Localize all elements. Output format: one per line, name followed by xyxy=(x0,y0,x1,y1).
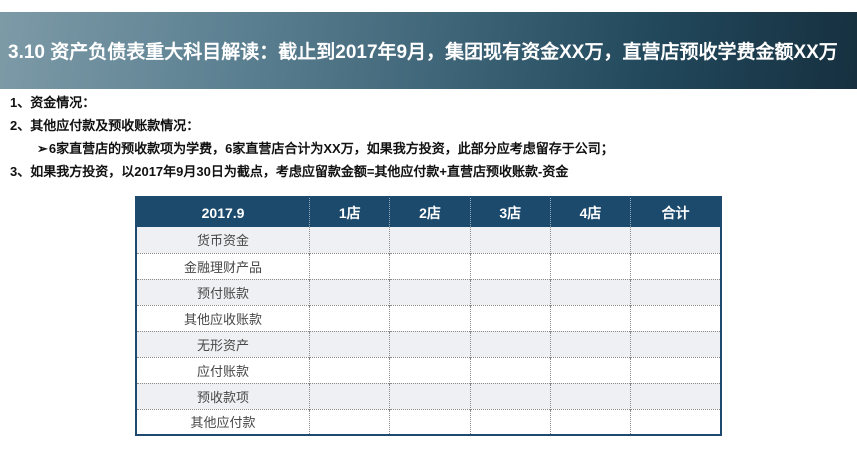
table-cell xyxy=(469,382,551,409)
table-row: 其他应付款 xyxy=(136,408,721,435)
slide-title: 3.10 资产负债表重大科目解读：截止到2017年9月，集团现有资金XX万，直营… xyxy=(8,42,838,63)
table-cell xyxy=(630,330,721,357)
balance-sheet-table: 2017.9 1店 2店 3店 4店 合计 货币资金 金融理财产品 xyxy=(135,196,722,436)
table-cell xyxy=(309,382,390,409)
table-cell xyxy=(549,304,631,331)
table-cell xyxy=(549,356,631,383)
table-cell xyxy=(630,382,721,409)
column-header-total: 合计 xyxy=(630,197,721,227)
table-cell xyxy=(389,356,471,383)
table-cell xyxy=(389,408,471,435)
table-cell xyxy=(309,330,390,357)
table-cell xyxy=(549,278,631,305)
table-cell xyxy=(630,227,721,253)
table-cell xyxy=(389,304,471,331)
table-header-row: 2017.9 1店 2店 3店 4店 合计 xyxy=(136,197,721,227)
table-cell xyxy=(549,252,631,279)
table-cell xyxy=(469,330,551,357)
table-cell xyxy=(309,408,390,435)
table-cell xyxy=(549,408,631,435)
note-item-2: 2、其他应付款及预收账款情况： xyxy=(10,118,200,133)
table-cell xyxy=(469,252,551,279)
table-cell xyxy=(469,278,551,305)
row-label: 预收款项 xyxy=(136,382,310,409)
table-cell xyxy=(469,227,551,253)
table-row: 货币资金 xyxy=(136,227,721,253)
column-header-store1: 1店 xyxy=(309,197,390,227)
row-label: 金融理财产品 xyxy=(136,252,310,279)
table-cell xyxy=(469,408,551,435)
table-row: 应付账款 xyxy=(136,356,721,383)
column-header-store3: 3店 xyxy=(469,197,551,227)
table-cell xyxy=(469,304,551,331)
table-row: 金融理财产品 xyxy=(136,252,721,279)
table-cell xyxy=(549,227,631,253)
table-cell xyxy=(630,278,721,305)
table-row: 无形资产 xyxy=(136,330,721,357)
table-cell xyxy=(389,382,471,409)
table-cell xyxy=(630,252,721,279)
title-banner: 3.10 资产负债表重大科目解读：截止到2017年9月，集团现有资金XX万，直营… xyxy=(0,12,857,89)
row-label: 其他应收账款 xyxy=(136,304,310,331)
table-row: 其他应收账款 xyxy=(136,304,721,331)
table-cell xyxy=(389,278,471,305)
table-row: 预付账款 xyxy=(136,278,721,305)
row-label: 其他应付款 xyxy=(136,408,310,435)
column-header-store4: 4店 xyxy=(549,197,631,227)
table-row: 预收款项 xyxy=(136,382,721,409)
column-header-store2: 2店 xyxy=(389,197,471,227)
table-cell xyxy=(549,330,631,357)
table-cell xyxy=(549,382,631,409)
table-cell xyxy=(630,408,721,435)
arrowhead-bullet-icon: ➢ xyxy=(37,141,48,156)
table-cell xyxy=(309,278,390,305)
row-label: 货币资金 xyxy=(197,233,250,249)
note-item-2-sub: ➢6家直营店的预收款项为学费，6家直营店合计为XX万，如果我方投资，此部分应考虑… xyxy=(10,141,850,157)
table-cell xyxy=(630,356,721,383)
note-item-1: 1、资金情况： xyxy=(10,95,96,110)
table-cell xyxy=(309,227,390,253)
table-cell xyxy=(309,356,390,383)
table-cell xyxy=(389,252,471,279)
row-label: 应付账款 xyxy=(136,356,310,383)
table-cell xyxy=(309,252,390,279)
table-cell xyxy=(469,356,551,383)
note-item-2-sub-text: 6家直营店的预收款项为学费，6家直营店合计为XX万，如果我方投资，此部分应考虑留… xyxy=(48,141,614,156)
table-cell xyxy=(389,330,471,357)
note-item-3: 3、如果我方投资，以2017年9月30日为截点，考虑应留款金额=其他应付款+直营… xyxy=(10,164,569,179)
notes-list: 1、资金情况： 2、其他应付款及预收账款情况： ➢6家直营店的预收款项为学费，6… xyxy=(10,95,850,187)
table-cell xyxy=(389,227,471,253)
table-cell xyxy=(630,304,721,331)
table-cell xyxy=(309,304,390,331)
column-header-period: 2017.9 xyxy=(136,197,310,227)
row-label: 预付账款 xyxy=(136,278,310,305)
row-label: 无形资产 xyxy=(136,330,310,357)
